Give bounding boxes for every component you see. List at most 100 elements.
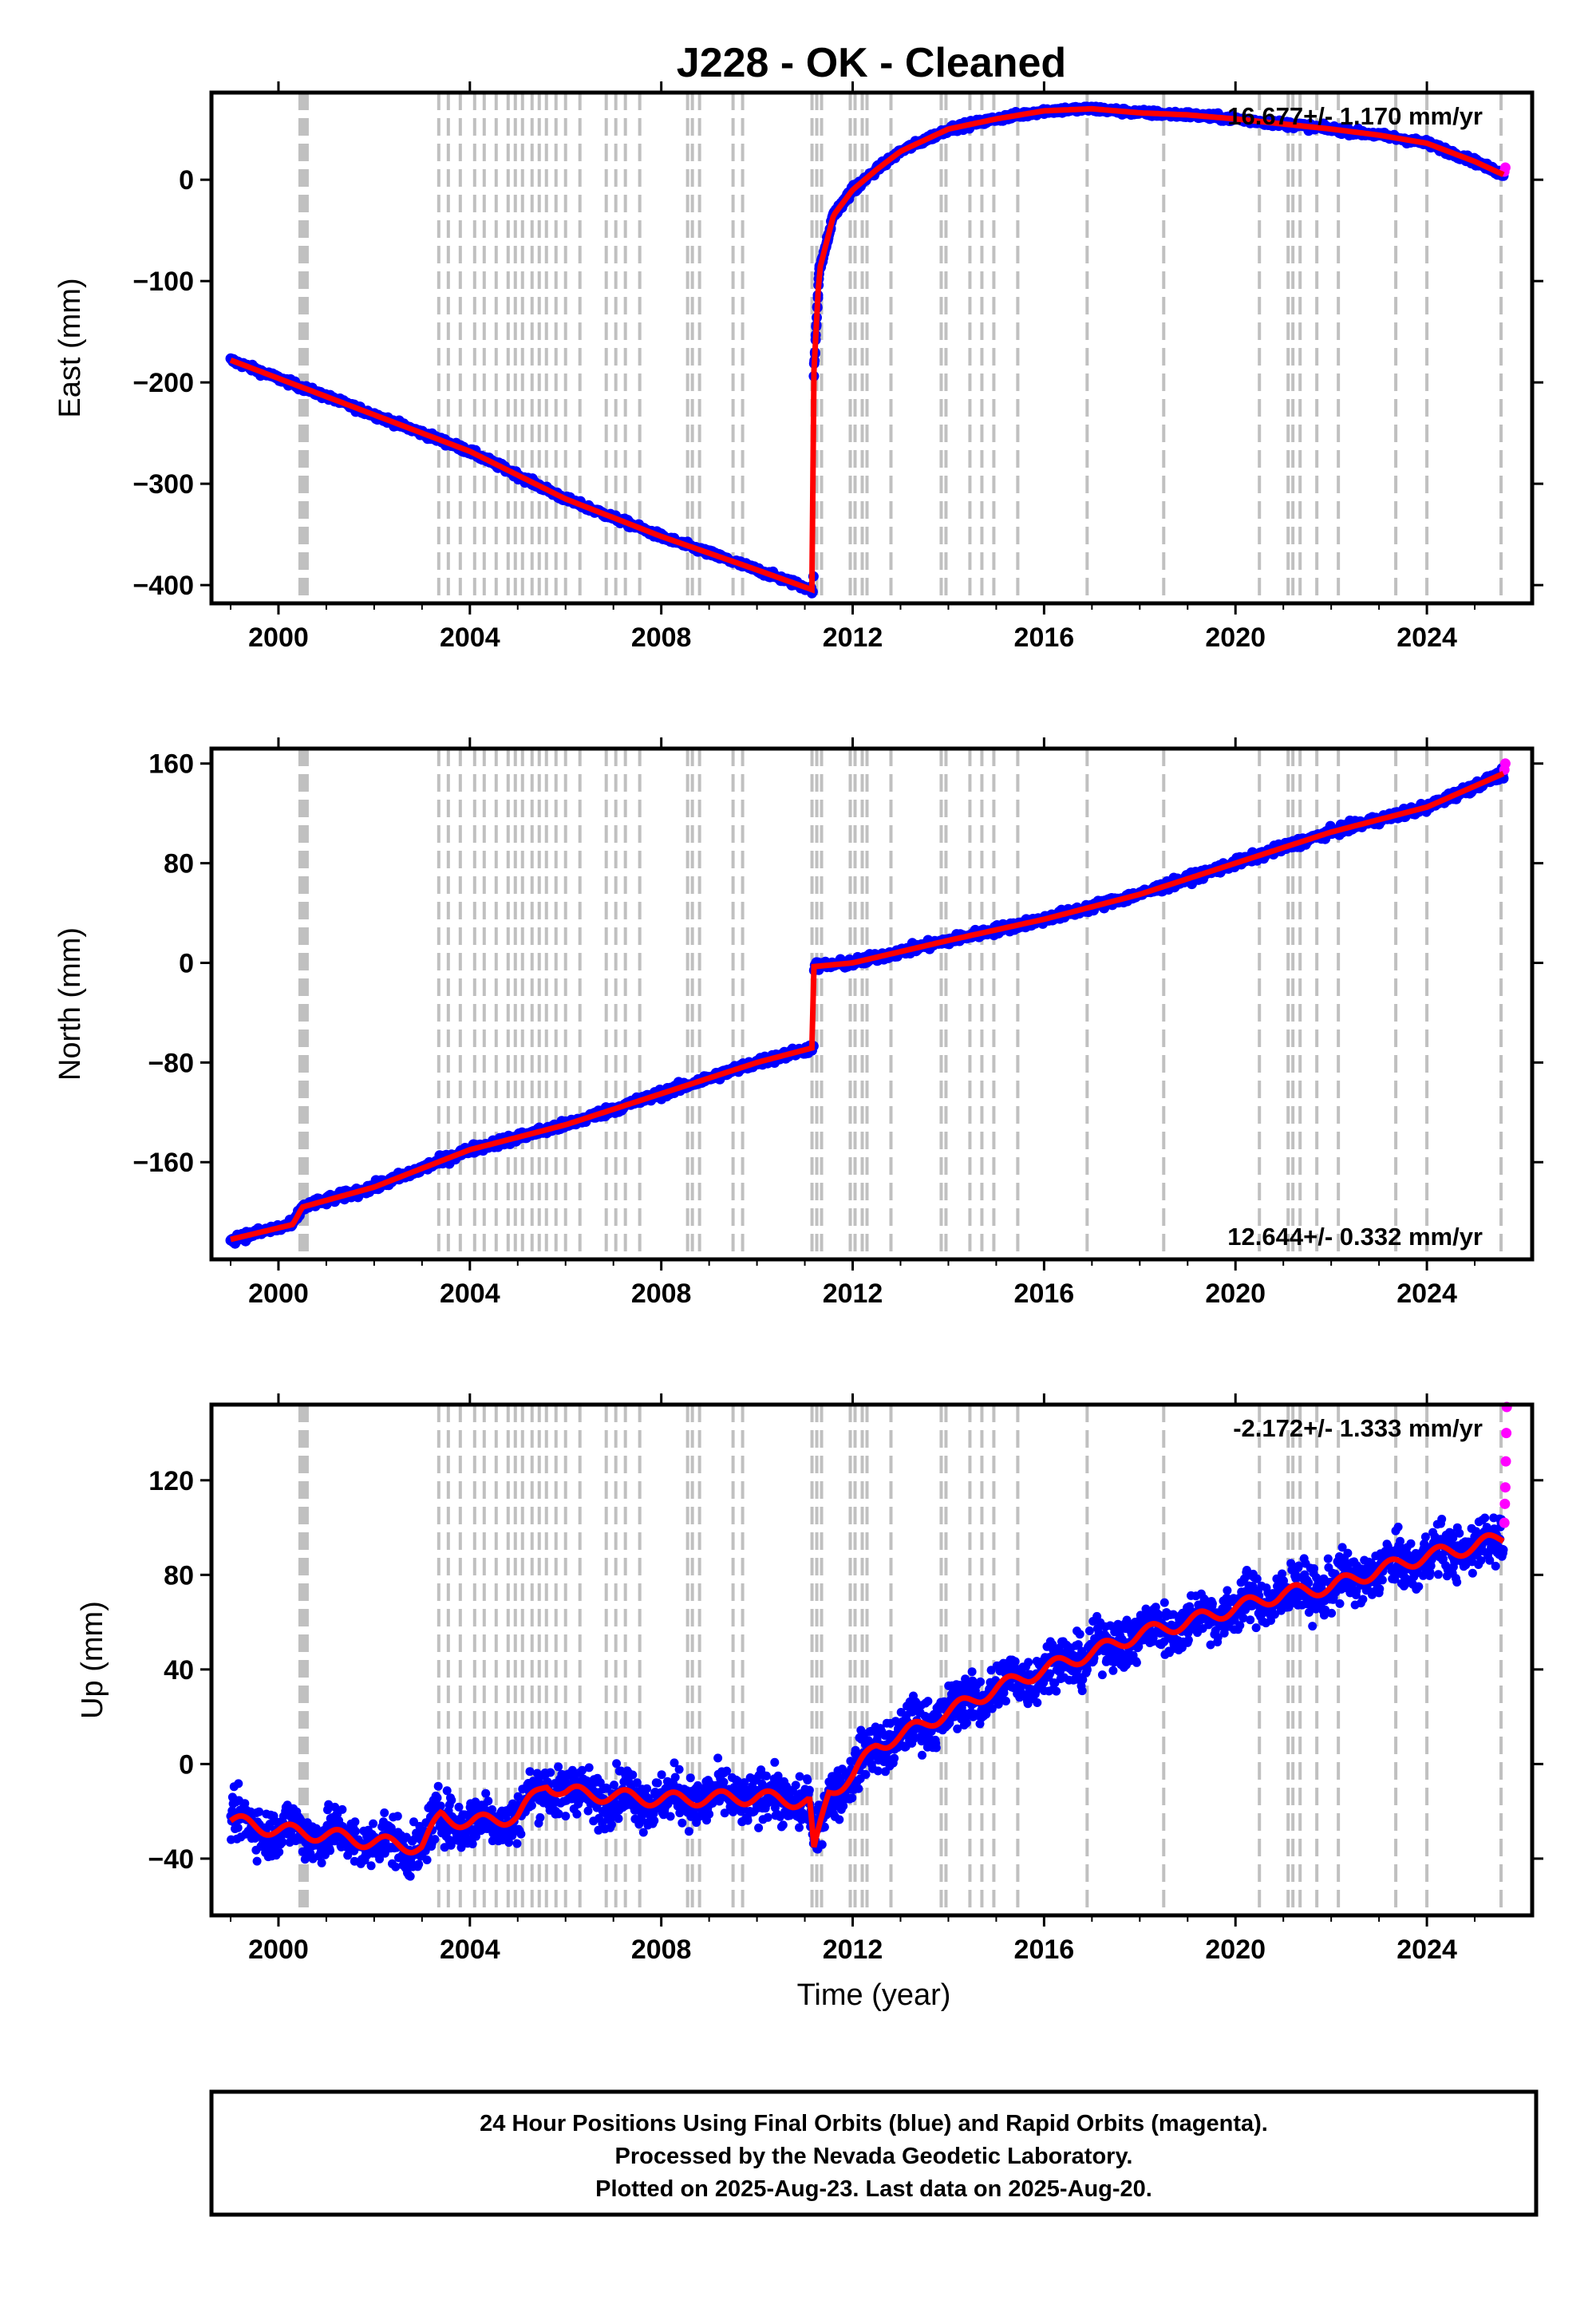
east-model-line bbox=[229, 105, 1505, 594]
up-final-point bbox=[369, 1819, 378, 1828]
up-final-point bbox=[252, 1856, 262, 1866]
up-final-point bbox=[804, 1785, 814, 1795]
up-final-point bbox=[584, 1763, 594, 1773]
up-final-point bbox=[607, 1820, 616, 1829]
up-final-point bbox=[527, 1800, 536, 1810]
up-final-point bbox=[454, 1802, 464, 1812]
up-final-point bbox=[468, 1840, 477, 1848]
up-final-point bbox=[705, 1809, 714, 1819]
up-final-point bbox=[366, 1861, 376, 1871]
up-final-point bbox=[761, 1771, 771, 1780]
up-final-point bbox=[436, 1801, 445, 1811]
up-final-point bbox=[338, 1804, 347, 1814]
up-final-point bbox=[317, 1858, 326, 1867]
up-final-point bbox=[614, 1814, 623, 1824]
up-final-point bbox=[817, 1840, 827, 1849]
up-final-point bbox=[535, 1813, 545, 1822]
east-y-tick-label: −300 bbox=[132, 469, 194, 500]
up-final-point bbox=[516, 1829, 526, 1839]
north-panel: 2000 2004 2008 2012 2016 2020 2024−160−8008016… bbox=[53, 737, 1543, 1309]
north-x-tick-label: 2004 bbox=[440, 1279, 500, 1309]
up-final-point bbox=[770, 1757, 780, 1767]
north-x-tick-label: 2008 bbox=[631, 1279, 692, 1309]
up-final-point bbox=[670, 1773, 680, 1782]
up-final-point bbox=[393, 1812, 402, 1821]
up-final-point bbox=[525, 1767, 535, 1777]
east-x-tick-label: 2012 bbox=[823, 622, 883, 653]
up-final-point bbox=[612, 1759, 622, 1769]
east-rapid-point bbox=[1499, 162, 1511, 173]
north-y-axis-label: North (mm) bbox=[53, 927, 87, 1081]
north-x-tick-label: 2012 bbox=[823, 1279, 883, 1309]
east-y-tick-label: −200 bbox=[132, 368, 194, 398]
up-final-point bbox=[326, 1846, 335, 1856]
up-final-point bbox=[713, 1753, 723, 1763]
up-break-lines bbox=[298, 1405, 1503, 1915]
up-final-point bbox=[433, 1793, 442, 1803]
east-y-tick-label: −100 bbox=[132, 267, 194, 297]
up-final-point bbox=[484, 1796, 493, 1806]
east-x-tick-label: 2004 bbox=[440, 622, 500, 653]
north-y-tick-label: −160 bbox=[132, 1148, 194, 1178]
up-final-point bbox=[275, 1848, 284, 1857]
up-final-point bbox=[791, 1780, 800, 1790]
up-final-point bbox=[674, 1765, 684, 1774]
north-rapid-point bbox=[1499, 758, 1511, 769]
up-final-point bbox=[481, 1788, 491, 1798]
up-final-point bbox=[719, 1777, 729, 1787]
east-rate-label: 16.677+/- 1.170 mm/yr bbox=[1227, 102, 1483, 130]
north-y-tick-label: 0 bbox=[179, 948, 194, 978]
east-ticks: 2000 2004 2008 2012 2016 2020 2024−400−300−200… bbox=[132, 81, 1543, 653]
up-final-point bbox=[572, 1809, 582, 1819]
up-final-point bbox=[351, 1827, 360, 1836]
up-final-point bbox=[684, 1827, 693, 1836]
up-final-point bbox=[391, 1862, 401, 1871]
up-final-point bbox=[795, 1823, 804, 1832]
up-final-point bbox=[433, 1781, 443, 1791]
east-x-tick-label: 2008 bbox=[631, 622, 692, 653]
east-y-axis-label: East (mm) bbox=[53, 278, 87, 417]
up-final-point bbox=[628, 1770, 638, 1780]
east-x-tick-label: 2024 bbox=[1396, 622, 1457, 653]
up-final-point bbox=[447, 1796, 456, 1805]
up-final-point bbox=[657, 1770, 666, 1780]
north-break-lines bbox=[298, 749, 1503, 1259]
plot-title: J228 - OK - Cleaned bbox=[677, 40, 1066, 86]
up-final-point bbox=[743, 1816, 753, 1825]
up-final-point bbox=[685, 1773, 695, 1783]
up-final-point bbox=[546, 1768, 555, 1777]
up-final-point bbox=[754, 1823, 764, 1832]
north-y-tick-label: 80 bbox=[164, 849, 194, 879]
up-final-point bbox=[653, 1778, 662, 1788]
up-final-point bbox=[414, 1860, 424, 1869]
up-final-point bbox=[666, 1812, 675, 1821]
east-y-tick-label: −400 bbox=[132, 571, 194, 601]
east-x-tick-label: 2020 bbox=[1205, 622, 1266, 653]
east-panel: 2000 2004 2008 2012 2016 2020 2024−400−300−200… bbox=[53, 81, 1543, 653]
up-data-points bbox=[226, 1401, 1512, 1881]
up-final-point bbox=[380, 1808, 389, 1817]
up-final-point bbox=[233, 1823, 243, 1832]
east-x-tick-label: 2000 bbox=[248, 622, 309, 653]
up-panel: 2000 2004 2008 2012 2016 2020 2024−4004080120 … bbox=[76, 1393, 1543, 2012]
north-x-tick-label: 2024 bbox=[1396, 1279, 1457, 1309]
north-x-tick-label: 2020 bbox=[1205, 1279, 1266, 1309]
east-y-tick-label: 0 bbox=[179, 165, 194, 196]
up-final-point bbox=[554, 1762, 563, 1772]
up-final-point bbox=[512, 1839, 522, 1848]
north-x-tick-label: 2000 bbox=[248, 1279, 309, 1309]
north-y-tick-label: −80 bbox=[148, 1048, 194, 1078]
up-final-point bbox=[678, 1818, 687, 1828]
up-final-point bbox=[642, 1784, 652, 1793]
up-final-point bbox=[350, 1817, 360, 1827]
east-frame bbox=[209, 90, 1535, 606]
up-final-point bbox=[650, 1816, 659, 1825]
north-rate-label: 12.644+/- 0.332 mm/yr bbox=[1227, 1223, 1483, 1251]
up-final-point bbox=[234, 1779, 243, 1788]
east-break-lines bbox=[298, 93, 1503, 603]
up-final-point bbox=[778, 1820, 788, 1830]
up-final-point bbox=[422, 1856, 432, 1864]
up-final-point bbox=[430, 1835, 440, 1844]
up-final-point bbox=[763, 1812, 772, 1822]
north-x-tick-label: 2016 bbox=[1014, 1279, 1075, 1309]
